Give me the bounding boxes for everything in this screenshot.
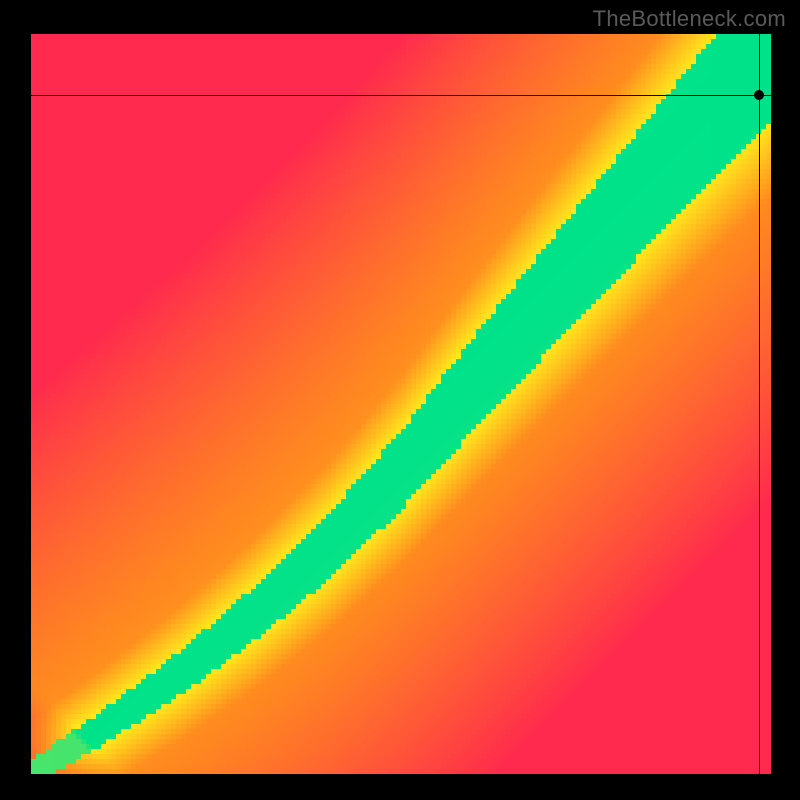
chart-container: TheBottleneck.com <box>0 0 800 800</box>
heatmap-canvas <box>31 34 771 774</box>
crosshair-vertical <box>759 34 760 774</box>
plot-area <box>31 34 771 774</box>
crosshair-marker <box>754 90 764 100</box>
watermark-text: TheBottleneck.com <box>593 6 786 32</box>
crosshair-horizontal <box>31 95 771 96</box>
